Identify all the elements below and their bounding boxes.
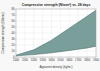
tick-label: 1800 — [84, 58, 91, 62]
tick — [15, 45, 16, 46]
band — [16, 10, 96, 56]
tick-label: 1400 — [48, 58, 55, 62]
frame — [16, 9, 96, 57]
grid-line — [16, 15, 96, 16]
tick-label: 1300 — [40, 58, 47, 62]
band-edge — [16, 10, 96, 55]
tick-label: 60 — [11, 19, 15, 23]
tick — [15, 39, 16, 40]
tick-label: 10 — [11, 49, 15, 53]
tick — [15, 57, 16, 58]
tick — [15, 21, 16, 22]
tick-label: 0 — [13, 55, 15, 59]
tick — [15, 33, 16, 34]
tick-label: 1200 — [31, 58, 38, 62]
tick-label: 30 — [11, 37, 15, 41]
x-axis-label: Apparent density (kg/m³) — [40, 65, 73, 69]
tick-label: 20 — [11, 43, 15, 47]
tick-label: 1100 — [22, 58, 28, 62]
tick — [15, 15, 16, 16]
tick-label: 50 — [11, 25, 15, 29]
tick — [15, 9, 16, 10]
plot-area — [16, 9, 96, 57]
tick-label: 1500 — [57, 58, 64, 62]
tick-label: 70 — [11, 13, 15, 17]
tick-label: 1700 — [75, 58, 82, 62]
grid — [16, 9, 96, 57]
chart-container: 1000110012001300140015001600170018001900… — [0, 0, 100, 71]
tick-label: 40 — [11, 31, 15, 35]
tick-label: 1600 — [66, 58, 73, 62]
title: Compressive strength (N/mm²) vs. 28 days — [22, 3, 91, 7]
y-axis-label: Compressive strength (N/mm²) — [1, 12, 5, 53]
tick-label: 1900 — [93, 58, 100, 62]
chart: 1000110012001300140015001600170018001900… — [0, 0, 100, 71]
tick — [15, 51, 16, 52]
tick — [15, 27, 16, 28]
marks — [16, 10, 96, 56]
band-edge — [16, 46, 96, 56]
tick-label: 80 — [11, 7, 15, 11]
